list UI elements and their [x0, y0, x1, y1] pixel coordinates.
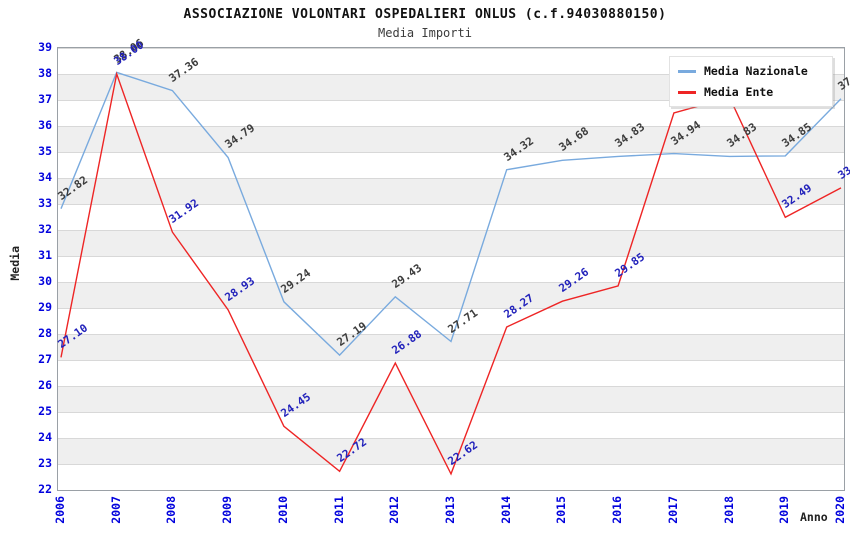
x-axis-tick-label: 2017: [665, 496, 680, 524]
page-subtitle: Media Importi: [378, 26, 472, 40]
y-axis-tick-label: 23: [38, 456, 52, 470]
x-axis-tick-label: 2015: [554, 496, 569, 524]
x-axis-tick-label: 2012: [387, 496, 402, 524]
line-media-nazionale: [60, 71, 842, 357]
legend-label: Media Ente: [704, 85, 774, 99]
series-lines: [60, 71, 842, 476]
x-axis-title: Anno: [800, 510, 828, 524]
page-title: ASSOCIAZIONE VOLONTARI OSPEDALIERI ONLUS…: [183, 7, 667, 22]
y-axis-tick-label: 29: [38, 300, 52, 314]
y-axis-tick-label: 27: [38, 352, 52, 366]
x-axis-tick-label: 2020: [833, 496, 847, 524]
y-axis-tick-label: 31: [38, 248, 52, 262]
y-axis-tick-label: 25: [38, 404, 52, 418]
y-axis-tick-label: 38: [38, 66, 52, 80]
y-axis-tick-label: 39: [38, 40, 52, 54]
legend-item: Media Nazionale: [678, 64, 824, 78]
x-axis-tick-label: 2009: [220, 496, 235, 524]
y-axis-tick-label: 37: [38, 92, 52, 106]
x-axis-tick-label: 2006: [53, 496, 67, 524]
x-axis-tick-label: 2010: [275, 496, 290, 524]
legend-line-swatch-icon: [678, 90, 696, 94]
x-axis-tick-label: 2019: [777, 496, 792, 524]
y-axis-tick-label: 35: [38, 144, 52, 158]
y-axis-tick-label: 24: [38, 430, 52, 444]
y-axis-tick-label: 33: [38, 196, 52, 210]
y-axis-tick-label: 32: [38, 222, 52, 236]
y-axis-tick-label: 30: [38, 274, 52, 288]
plot-area: 32.82 38.06 37.36 34.79 29.24 27.19 29.43 27.71…: [56, 37, 850, 491]
legend-label: Media Nazionale: [704, 64, 808, 78]
legend-item: Media Ente: [678, 85, 824, 99]
x-axis-tick-label: 2016: [610, 496, 625, 524]
legend-line-swatch-icon: [678, 69, 696, 73]
y-axis-tick-label: 28: [38, 326, 52, 340]
y-axis-tick-label: 34: [38, 170, 52, 184]
x-axis-tick-label: 2011: [331, 496, 346, 524]
x-axis-tick-label: 2008: [164, 496, 179, 524]
y-axis-tick-label: 26: [38, 378, 52, 392]
line-media-ente: [60, 71, 842, 476]
x-axis-tick-label: 2018: [721, 496, 736, 524]
legend: Media Nazionale Media Ente: [669, 56, 833, 107]
x-axis-tick-label: 2014: [498, 496, 513, 524]
y-axis-tick-label: 22: [38, 482, 52, 496]
x-axis-tick-label: 2007: [108, 496, 123, 524]
y-axis-tick-label: 36: [38, 118, 52, 132]
x-axis-tick-label: 2013: [443, 496, 457, 524]
